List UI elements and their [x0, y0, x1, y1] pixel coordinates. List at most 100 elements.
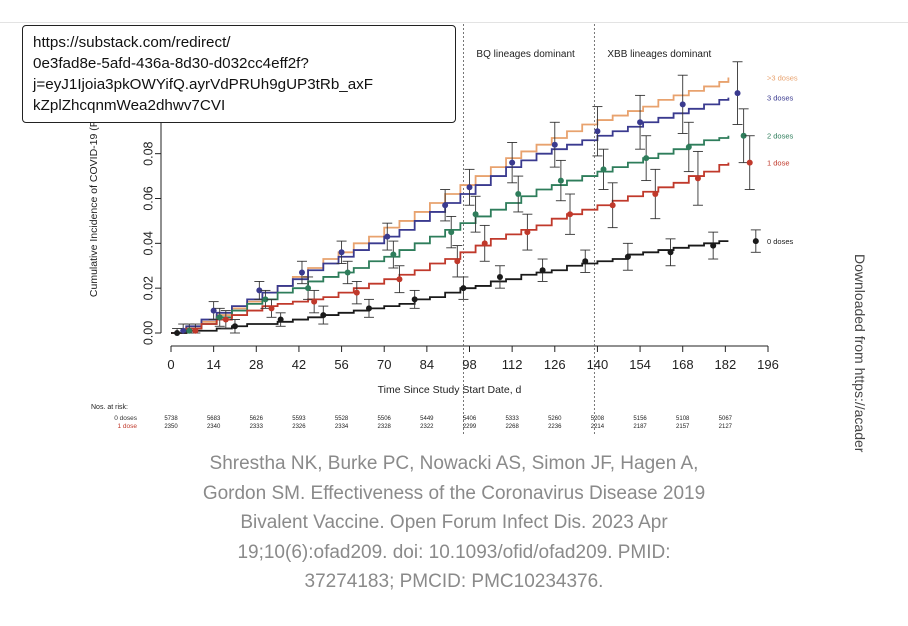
risk-value: 5333	[505, 416, 519, 422]
risk-value: 2214	[591, 424, 605, 430]
data-point	[305, 285, 312, 292]
x-tick-label: 126	[544, 357, 566, 372]
risk-row-label: 0 doses	[114, 415, 138, 422]
caption-line: Bivalent Vaccine. Open Forum Infect Dis.…	[240, 512, 668, 534]
risk-value: 2322	[420, 424, 434, 430]
series-labels: >3 doses 3 doses 2 doses 1 dose 0 doses	[767, 73, 798, 246]
series-label: 1 dose	[767, 159, 790, 168]
data-point	[740, 132, 747, 139]
x-tick-label: 28	[249, 357, 263, 372]
x-tick-label: 98	[462, 357, 476, 372]
series-label: >3 doses	[767, 73, 798, 82]
series-points	[172, 61, 761, 336]
data-point	[311, 298, 318, 305]
x-tick-label: 112	[502, 357, 523, 372]
data-point	[600, 166, 607, 173]
data-point	[384, 233, 391, 240]
risk-value: 2350	[164, 424, 178, 430]
x-tick-label: 56	[334, 357, 348, 372]
data-point	[262, 296, 269, 303]
x-tick-label: 140	[587, 357, 609, 372]
data-point	[390, 251, 397, 258]
download-watermark: Downloaded from https://acader	[852, 254, 868, 453]
series-lines	[171, 77, 730, 334]
series-line	[171, 240, 729, 334]
risk-value: 2326	[292, 424, 306, 430]
x-axis-label: Time Since Study Start Date, d	[378, 384, 522, 396]
y-tick-label: 0.06	[141, 186, 155, 210]
data-point	[567, 211, 574, 218]
data-point	[582, 258, 589, 265]
risk-value: 5406	[463, 416, 477, 422]
caption-line: 37274183; PMCID: PMC10234376.	[304, 571, 604, 593]
data-point	[338, 249, 345, 256]
risk-value: 5067	[719, 416, 733, 422]
data-point	[411, 296, 418, 303]
data-point	[515, 191, 522, 198]
figure-caption: Shrestha NK, Burke PC, Nowacki AS, Simon…	[0, 449, 908, 597]
data-point	[320, 312, 327, 319]
x-tick-label: 168	[672, 357, 694, 372]
data-point	[396, 276, 403, 283]
data-point	[524, 229, 531, 236]
x-tick-label: 154	[629, 357, 651, 372]
risk-value: 5156	[633, 416, 647, 422]
data-point	[734, 90, 741, 97]
data-point	[557, 177, 564, 184]
data-point	[192, 327, 199, 334]
period-label: BQ lineages dominant	[476, 49, 575, 60]
x-tick-label: 70	[377, 357, 391, 372]
data-point	[652, 191, 659, 198]
series-label: 3 doses	[767, 94, 794, 103]
risk-value: 5593	[292, 416, 306, 422]
data-point	[643, 155, 650, 162]
data-point	[466, 184, 473, 191]
data-point	[551, 141, 558, 148]
y-axis-label: Cumulative Incidence of COVID-19 (Pro	[88, 111, 100, 297]
risk-value: 2299	[463, 424, 477, 430]
data-point	[496, 273, 503, 280]
risk-value: 5738	[164, 416, 178, 422]
risk-table: Nos. at risk: 0 doses 5738 5683 5626 5593 5528…	[91, 404, 733, 430]
data-point	[174, 330, 181, 336]
period-markers: BQ lineages dominant XBB lineages dominan…	[463, 24, 712, 434]
data-point	[746, 159, 753, 166]
risk-value: 2268	[505, 424, 519, 430]
data-point	[509, 159, 516, 166]
y-tick-label: 0.02	[141, 276, 155, 300]
series-label: 2 doses	[767, 132, 794, 141]
period-label: XBB lineages dominant	[607, 49, 711, 60]
series-label: 0 doses	[767, 237, 794, 246]
data-point	[637, 119, 644, 126]
link-tooltip: https://substack.com/redirect/ 0e3fad8e-…	[22, 25, 456, 123]
data-point	[268, 305, 275, 312]
data-point	[210, 307, 217, 314]
y-tick-label: 0.00	[141, 321, 155, 345]
series-line	[171, 97, 730, 334]
data-point	[442, 202, 449, 209]
data-point	[594, 128, 601, 135]
data-point	[231, 323, 238, 330]
tooltip-line: https://substack.com/redirect/	[33, 34, 231, 51]
data-point	[353, 289, 360, 296]
risk-table-title: Nos. at risk:	[91, 404, 128, 411]
data-point	[710, 242, 717, 249]
data-point	[222, 316, 229, 323]
risk-value: 5683	[207, 416, 221, 422]
risk-value: 2333	[250, 424, 264, 430]
caption-line: Shrestha NK, Burke PC, Nowacki AS, Simon…	[209, 453, 699, 474]
x-tick-label: 196	[757, 357, 779, 372]
risk-value: 2157	[676, 424, 690, 430]
axes: 0 14 28 42 56 70 84 98 112 126 140 154 168 182 196 0.00…	[88, 54, 779, 396]
data-point	[256, 287, 263, 294]
risk-value: 5528	[335, 416, 349, 422]
data-point	[539, 267, 546, 274]
risk-value: 2340	[207, 424, 221, 430]
data-point	[365, 305, 372, 312]
risk-row-label: 1 dose	[117, 423, 137, 430]
data-point	[344, 269, 351, 276]
data-point	[216, 314, 223, 321]
x-tick-label: 84	[420, 357, 434, 372]
risk-value: 5108	[676, 416, 690, 422]
data-point	[481, 240, 488, 247]
